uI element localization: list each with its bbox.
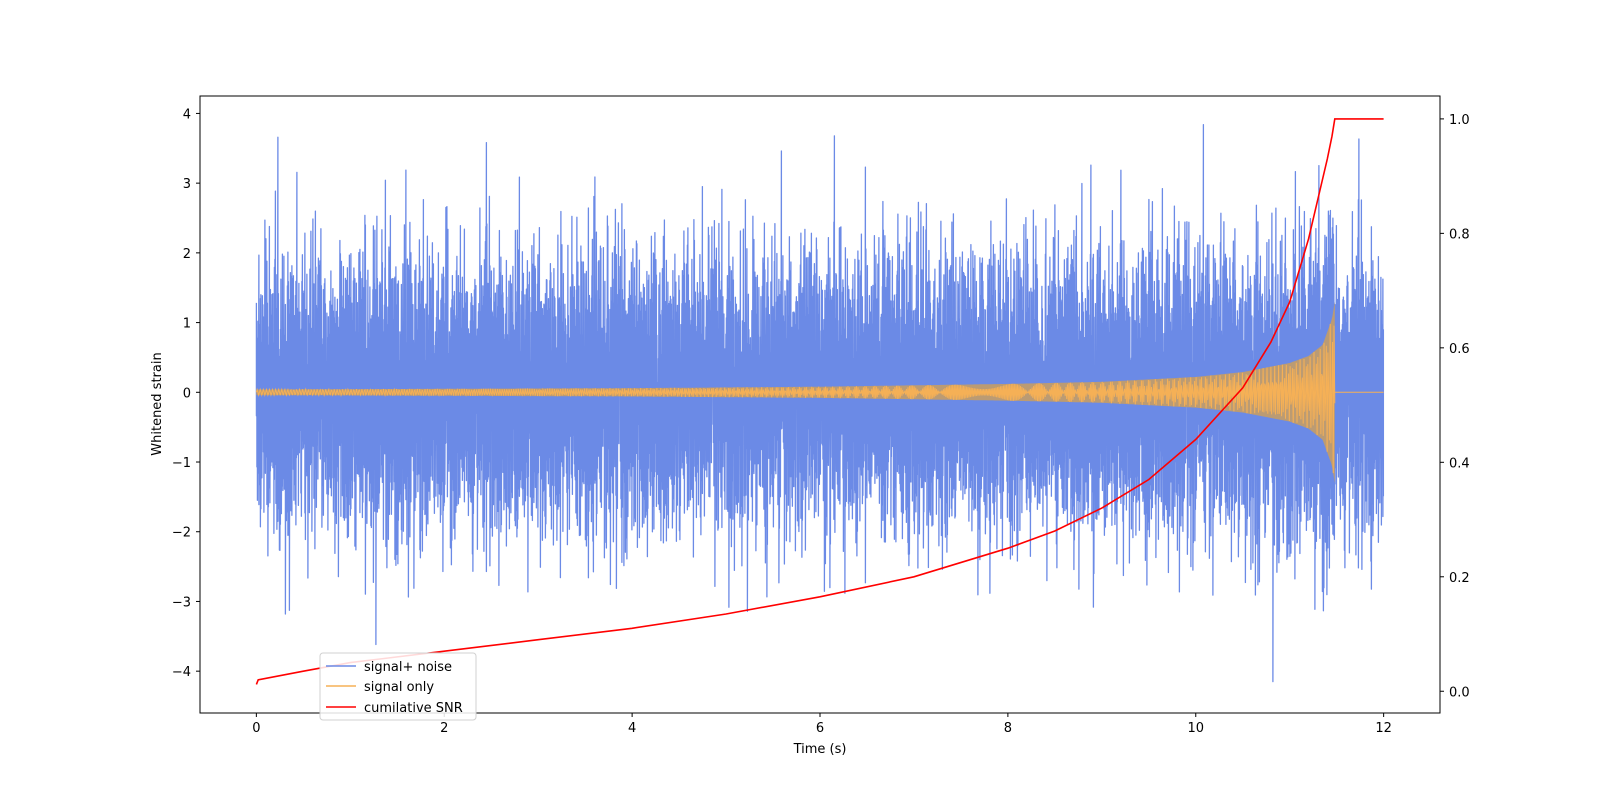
y-axis-ticks-right: 0.0 0.2 0.4 0.6 0.8 1.0 <box>1440 113 1470 700</box>
y-tick-label-left: −1 <box>172 456 191 471</box>
x-axis-ticks: 0 2 4 6 8 10 12 <box>252 713 1392 736</box>
y-tick-label-right: 0.2 <box>1449 571 1470 586</box>
y-tick-label-left: 2 <box>183 247 191 262</box>
legend-frame <box>319 652 477 721</box>
x-tick-label: 2 <box>440 721 448 736</box>
y-tick-label-left: −2 <box>172 526 191 541</box>
x-axis-label: Time (s) <box>793 742 847 757</box>
x-tick-label: 4 <box>628 721 636 736</box>
x-tick-label: 0 <box>252 721 260 736</box>
series-signal-only-line <box>255 323 1384 474</box>
y-axis-label: Whitened strain <box>150 352 165 455</box>
legend: signal+ noise signal only cumilative SNR <box>319 652 477 721</box>
y-tick-label-right: 0.0 <box>1449 685 1470 700</box>
legend-label-signal-only: signal only <box>364 680 434 695</box>
y-tick-label-left: 0 <box>183 386 191 401</box>
legend-label-signal-noise: signal+ noise <box>364 660 452 675</box>
x-tick-label: 6 <box>816 721 824 736</box>
y-tick-label-left: 1 <box>183 317 191 332</box>
y-tick-label-right: 1.0 <box>1449 113 1470 128</box>
y-tick-label-right: 0.4 <box>1449 456 1470 471</box>
y-tick-label-left: 3 <box>183 177 191 192</box>
x-tick-label: 10 <box>1187 721 1204 736</box>
y-tick-label-right: 0.8 <box>1449 227 1470 242</box>
legend-label-cumulative-snr: cumilative SNR <box>364 701 463 716</box>
series-signal-noise-line <box>255 124 1385 683</box>
x-tick-label: 12 <box>1375 721 1392 736</box>
y-tick-label-left: −4 <box>172 665 191 680</box>
y-axis-ticks-left: −4 −3 −2 −1 0 1 2 3 4 <box>172 107 200 680</box>
y-tick-label-left: −3 <box>172 595 191 610</box>
x-tick-label: 8 <box>1004 721 1012 736</box>
plot-area <box>255 118 1385 685</box>
y-tick-label-left: 4 <box>183 107 191 122</box>
y-tick-label-right: 0.6 <box>1449 342 1470 357</box>
